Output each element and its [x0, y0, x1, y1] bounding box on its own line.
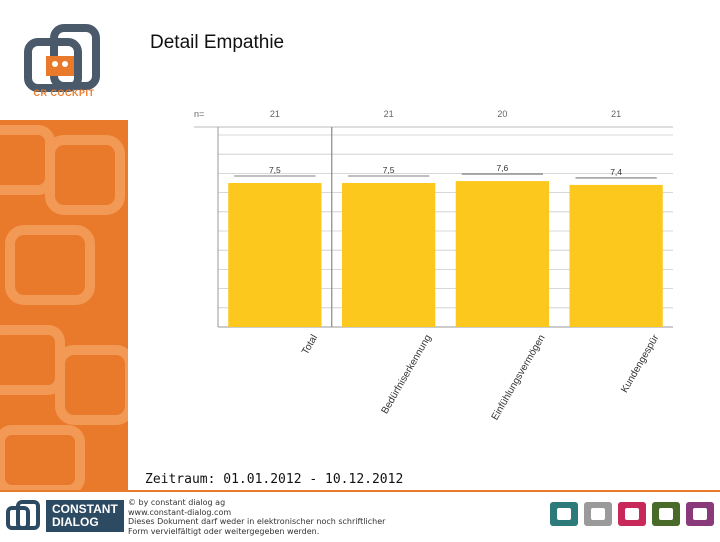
category-label: Total [300, 333, 320, 357]
sidebar-pattern-icon [0, 125, 128, 490]
logo-text: CR COCKPIT [33, 88, 95, 98]
constant-dialog-logo-icon [6, 500, 40, 530]
company-name-line2: DIALOG [52, 515, 99, 529]
n-value: 21 [384, 109, 394, 119]
sidebar: CR COCKPIT [0, 0, 128, 540]
bar [455, 181, 550, 327]
legal-line: Dieses Dokument darf weder in elektronis… [128, 517, 386, 526]
product-green-icon [652, 502, 680, 526]
value-label: 7,5 [383, 165, 395, 175]
product-teal-icon [550, 502, 578, 526]
footer: CONSTANT DIALOG © by constant dialog ag … [0, 490, 720, 542]
category-label: Einfühlungsvermögen [490, 333, 548, 422]
legal-line: www.constant-dialog.com [128, 507, 232, 517]
product-purple-icon [686, 502, 714, 526]
company-name: CONSTANT DIALOG [46, 500, 124, 532]
company-name-line1: CONSTANT [52, 502, 118, 516]
value-label: 7,5 [269, 165, 281, 175]
cr-cockpit-logo-icon [24, 24, 100, 92]
n-value: 20 [497, 109, 507, 119]
product-grey-icon [584, 502, 612, 526]
category-label: Kundengespür [619, 332, 661, 394]
product-icons [550, 502, 714, 526]
legal-notice: © by constant dialog ag www.constant-dia… [128, 498, 385, 536]
bar-chart: n= 7,5 21 Total 7,5 21 Bedürfniserkennung 7,6 20… [194, 109, 673, 422]
bar [569, 184, 663, 327]
value-label: 7,6 [496, 163, 508, 173]
bar [228, 183, 322, 327]
n-label: n= [194, 109, 204, 119]
legal-line: Form vervielfältigt oder weitergegeben w… [128, 526, 320, 536]
n-value: 21 [270, 109, 280, 119]
page-title: Detail Empathie [150, 32, 285, 53]
period-label: Zeitraum: 01.01.2012 - 10.12.2012 [145, 472, 404, 487]
category-label: Bedürfniserkennung [380, 333, 434, 416]
legal-line: © by constant dialog ag [128, 498, 226, 507]
bar [341, 183, 436, 327]
value-label: 7,4 [610, 167, 622, 177]
n-value: 21 [611, 109, 621, 119]
product-red-icon [618, 502, 646, 526]
